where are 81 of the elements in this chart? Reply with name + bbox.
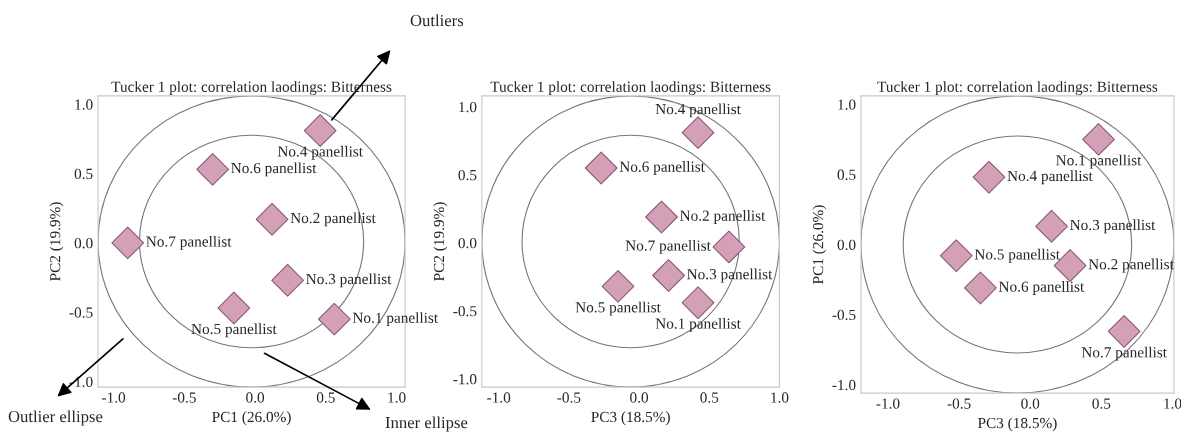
y-tick-label: 0.0 — [458, 237, 477, 249]
text: Outlier ellipse — [8, 410, 103, 426]
x-tick-label: -1.0 — [876, 398, 900, 409]
y-tick-label: 0.0 — [74, 238, 93, 249]
series-label: No.6 panellist — [619, 161, 705, 175]
x-tick-label: -1.0 — [487, 392, 511, 403]
point — [972, 160, 1006, 194]
y-axis-title: PC2 (19.9%) — [49, 202, 64, 281]
point — [939, 239, 973, 273]
y-tick-label: 1.0 — [838, 99, 856, 110]
point — [196, 152, 230, 186]
series-label: No.2 panellist — [1088, 258, 1174, 273]
series-label: No.6 panellist — [231, 162, 317, 177]
point — [584, 151, 618, 185]
point — [317, 302, 351, 336]
series-label: No.7 panellist — [1081, 346, 1167, 361]
y-axis-title: PC2 (19.9%) — [433, 202, 448, 281]
y-tick-label: 0.5 — [74, 168, 93, 180]
x-tick-label: 0.0 — [1021, 398, 1040, 409]
point — [303, 114, 337, 147]
x-tick-label: 0.5 — [1092, 398, 1111, 409]
x-tick-label: -0.5 — [557, 392, 581, 403]
x-tick-label: 1.0 — [771, 392, 789, 403]
series-label: No.4 panellist — [655, 103, 741, 118]
y-tick-label: 0.0 — [837, 239, 856, 251]
chart-title: Tucker 1 plot: correlation laodings: Bitterness — [490, 81, 771, 96]
y-tick-label: -0.5 — [453, 306, 477, 317]
point — [271, 263, 305, 297]
point — [111, 226, 145, 260]
series-label: No.1 panellist — [655, 318, 741, 332]
y-tick-label: 0.5 — [837, 169, 856, 180]
point — [1082, 122, 1115, 156]
series-label: No.1 panellist — [1056, 154, 1142, 169]
point — [217, 291, 251, 325]
point — [681, 286, 715, 320]
x-tick-label: 0.0 — [630, 392, 649, 403]
series-label: No.6 panellist — [998, 281, 1085, 295]
x-tick-label: 0.5 — [700, 392, 719, 403]
y-tick-label: -1.0 — [453, 374, 477, 385]
point — [652, 259, 685, 292]
x-axis-title: PC3 (18.5%) — [977, 417, 1057, 432]
x-axis-title: PC3 (18.5%) — [591, 411, 670, 426]
point — [712, 230, 746, 264]
series-label: No.7 panellist — [146, 235, 232, 250]
y-axis-title: PC1 (26.0%) — [812, 205, 827, 284]
y-tick-label: 1.0 — [459, 101, 477, 113]
point — [601, 269, 635, 303]
series-label: No.2 panellist — [290, 212, 376, 227]
x-axis-title: PC1 (26.0%) — [212, 411, 291, 426]
series-label: No.3 panellist — [687, 268, 773, 283]
x-tick-label: -0.5 — [947, 398, 971, 409]
series-label: No.7 panellist — [625, 240, 711, 254]
x-tick-label: 0.5 — [316, 392, 335, 403]
text: Inner ellipse — [385, 416, 468, 432]
y-tick-label: 1.0 — [75, 99, 93, 110]
x-tick-label: 1.0 — [1164, 398, 1181, 409]
series-label: No.2 panellist — [680, 210, 766, 224]
y-tick-label: -1.0 — [832, 379, 856, 391]
point — [1035, 209, 1068, 243]
point — [964, 271, 997, 305]
series-label: No.3 panellist — [306, 273, 392, 288]
y-tick-label: -0.5 — [832, 309, 856, 321]
x-tick-label: 1.0 — [388, 392, 406, 403]
text: Outliers — [410, 14, 464, 27]
point — [1107, 315, 1141, 348]
point — [681, 116, 715, 150]
x-tick-label: -0.5 — [172, 392, 196, 403]
series-label: No.5 panellist — [191, 323, 277, 338]
series-label: No.3 panellist — [1070, 219, 1156, 234]
y-tick-label: 0.5 — [458, 169, 477, 181]
x-tick-label: -1.0 — [102, 392, 126, 403]
series-label: No.5 panellist — [974, 248, 1060, 263]
chart-title: Tucker 1 plot: correlation laodings: Bitterness — [877, 81, 1158, 96]
point — [645, 200, 678, 234]
series-label: No.4 panellist — [1007, 170, 1093, 185]
y-tick-label: -0.5 — [69, 307, 93, 318]
series-label: No.4 panellist — [277, 145, 363, 160]
series-label: No.1 panellist — [352, 312, 439, 327]
x-tick-label: 0.0 — [246, 392, 265, 403]
series-label: No.5 panellist — [575, 301, 661, 316]
point — [255, 202, 289, 236]
